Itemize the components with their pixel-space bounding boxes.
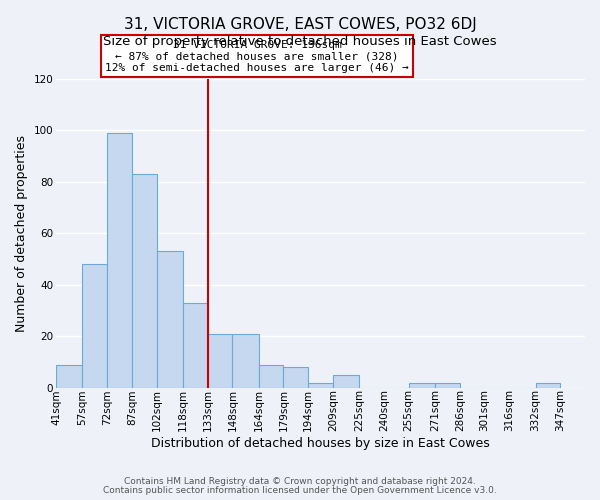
Bar: [536, 383, 560, 388]
Bar: [208, 334, 232, 388]
Text: Contains HM Land Registry data © Crown copyright and database right 2024.: Contains HM Land Registry data © Crown c…: [124, 477, 476, 486]
Bar: [409, 383, 435, 388]
Bar: [283, 368, 308, 388]
X-axis label: Distribution of detached houses by size in East Cowes: Distribution of detached houses by size …: [151, 437, 490, 450]
Bar: [259, 365, 283, 388]
Bar: [157, 252, 183, 388]
Y-axis label: Number of detached properties: Number of detached properties: [15, 135, 28, 332]
Text: 31 VICTORIA GROVE: 136sqm
← 87% of detached houses are smaller (328)
12% of semi: 31 VICTORIA GROVE: 136sqm ← 87% of detac…: [105, 40, 409, 73]
Text: Size of property relative to detached houses in East Cowes: Size of property relative to detached ho…: [103, 35, 497, 48]
Bar: [56, 365, 82, 388]
Text: 31, VICTORIA GROVE, EAST COWES, PO32 6DJ: 31, VICTORIA GROVE, EAST COWES, PO32 6DJ: [124, 18, 476, 32]
Bar: [183, 303, 208, 388]
Bar: [232, 334, 259, 388]
Bar: [333, 375, 359, 388]
Text: Contains public sector information licensed under the Open Government Licence v3: Contains public sector information licen…: [103, 486, 497, 495]
Bar: [107, 133, 132, 388]
Bar: [308, 383, 333, 388]
Bar: [435, 383, 460, 388]
Bar: [82, 264, 107, 388]
Bar: [132, 174, 157, 388]
